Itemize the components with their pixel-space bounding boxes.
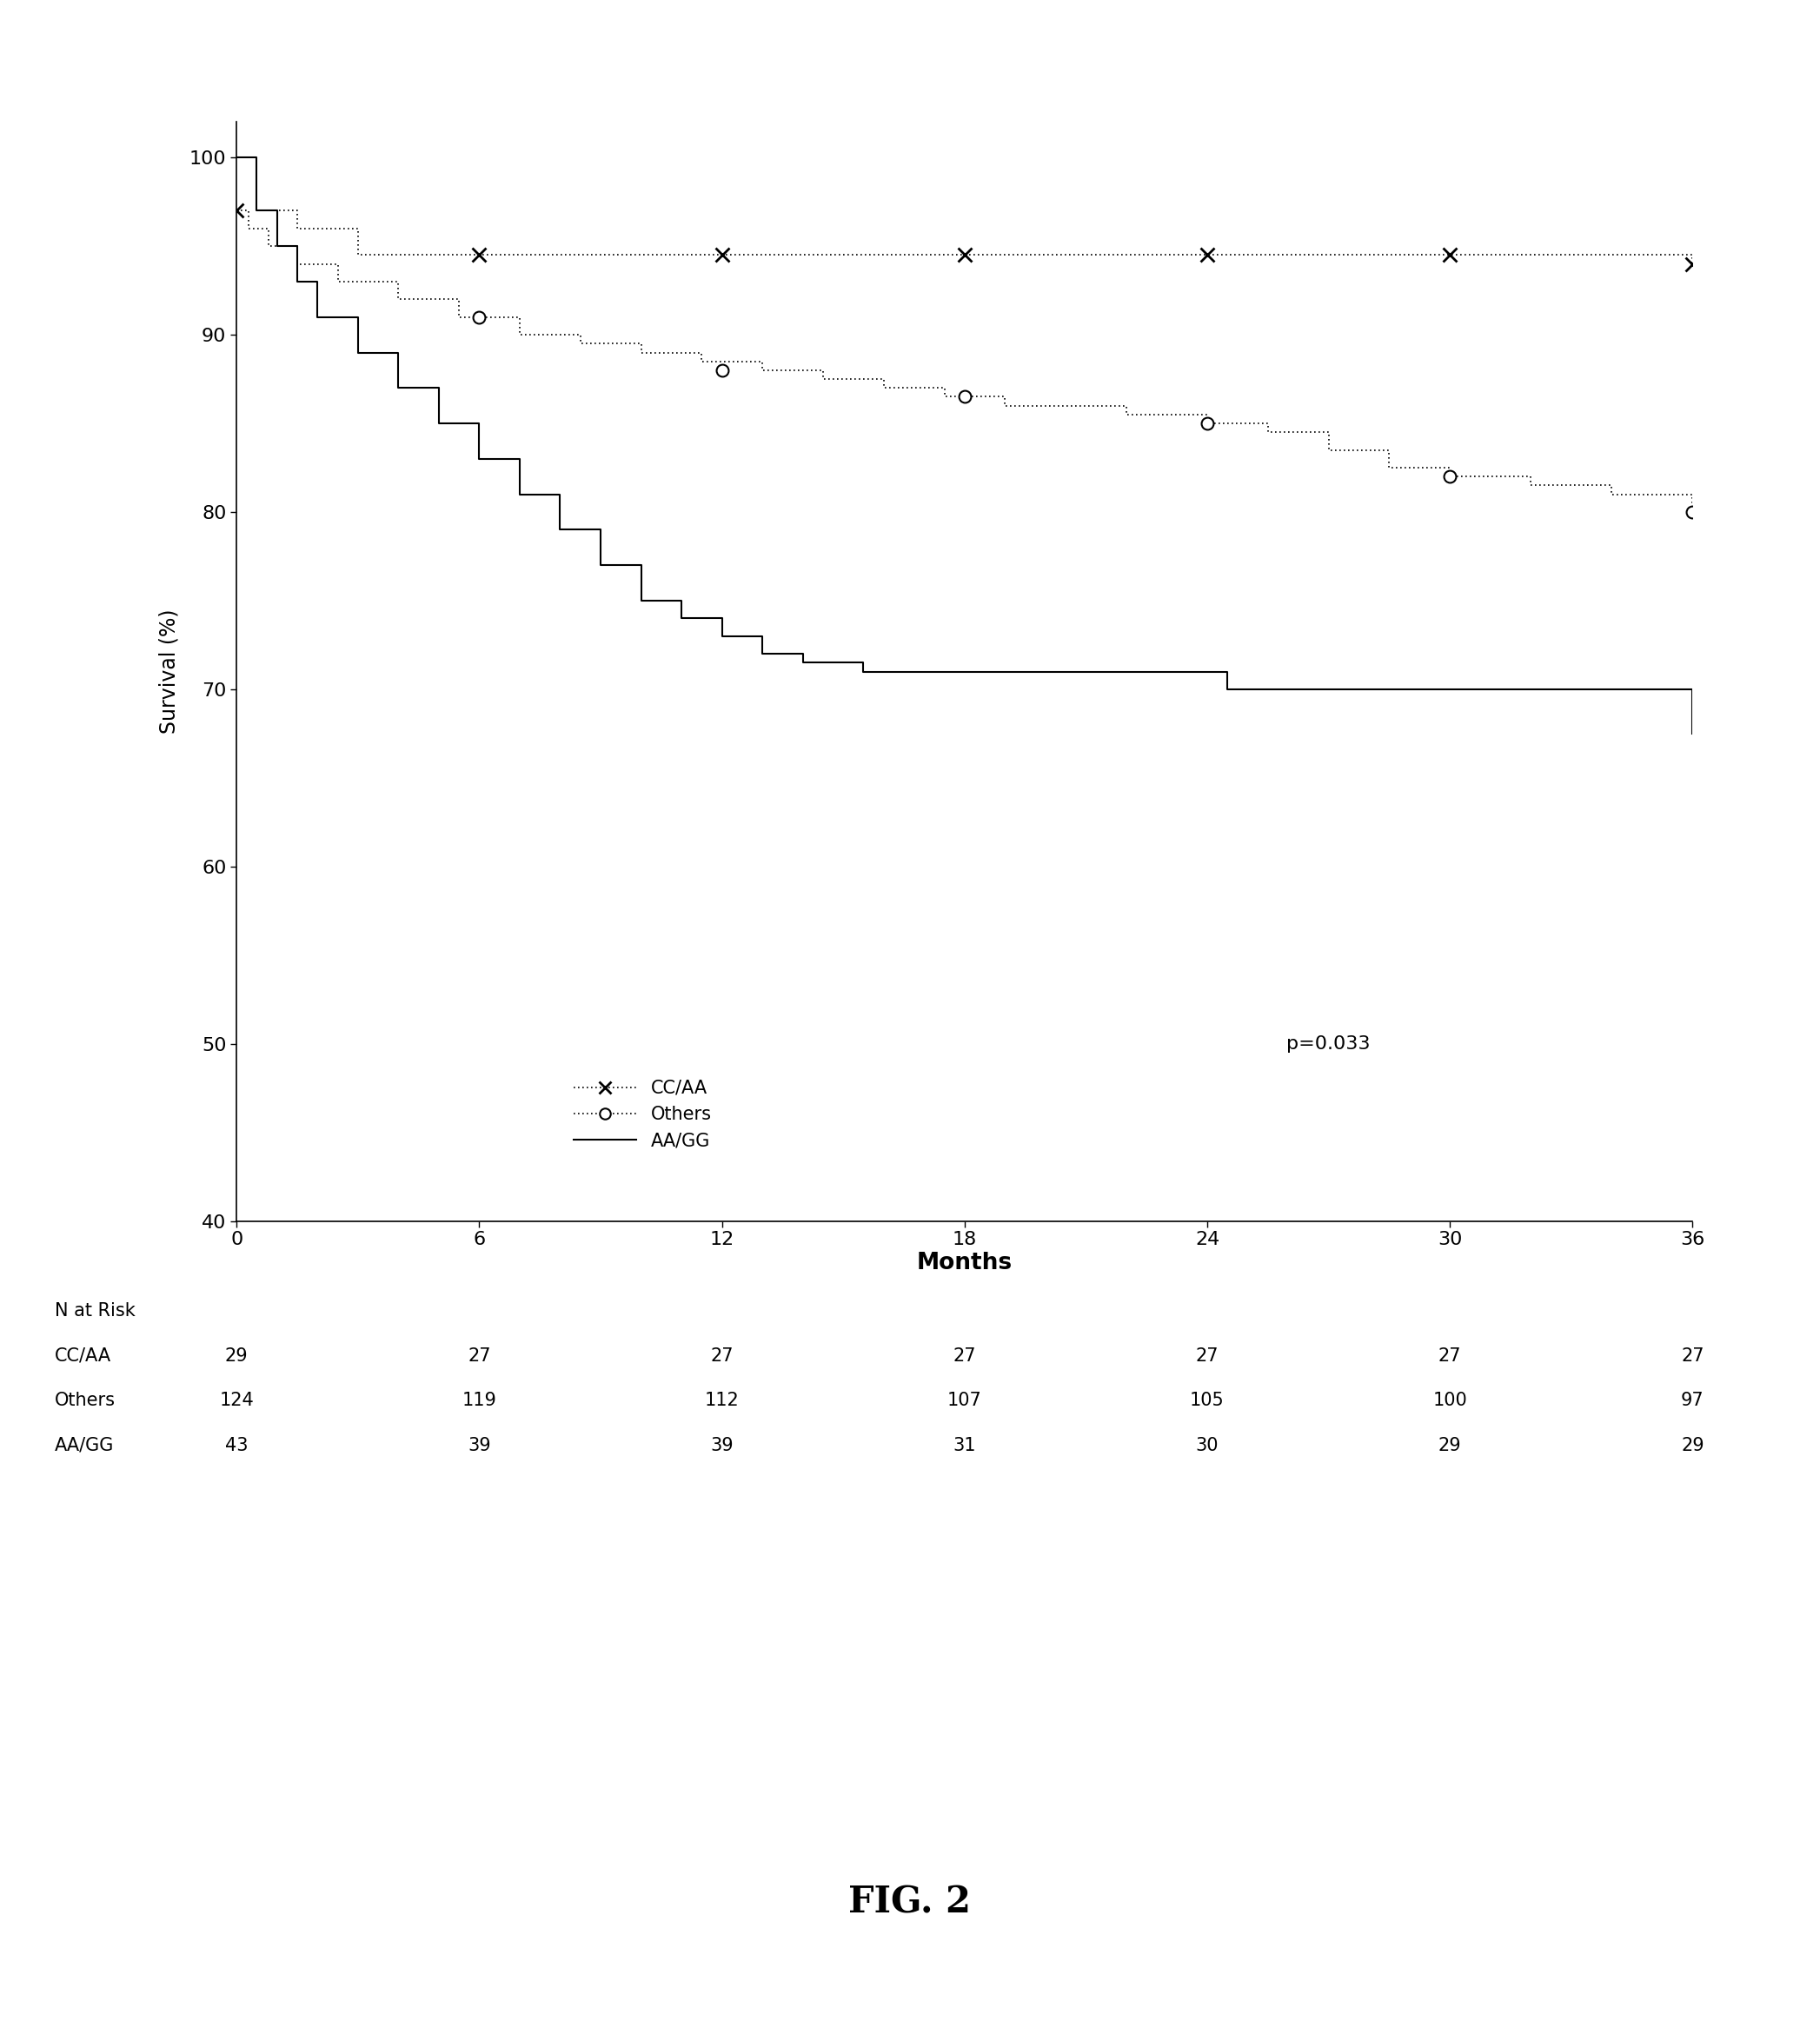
Text: FIG. 2: FIG. 2 <box>848 1884 972 1921</box>
Text: CC/AA: CC/AA <box>55 1347 111 1365</box>
Text: Others: Others <box>55 1392 115 1410</box>
Text: 29: 29 <box>1438 1437 1461 1455</box>
Text: 105: 105 <box>1190 1392 1225 1410</box>
Text: 39: 39 <box>468 1437 491 1455</box>
Text: 29: 29 <box>1682 1437 1704 1455</box>
Text: AA/GG: AA/GG <box>55 1437 115 1455</box>
Text: 107: 107 <box>948 1392 981 1410</box>
Legend: CC/AA, Others, AA/GG: CC/AA, Others, AA/GG <box>566 1072 719 1158</box>
Y-axis label: Survival (%): Survival (%) <box>158 608 180 735</box>
Text: 27: 27 <box>468 1347 491 1365</box>
Text: 112: 112 <box>704 1392 739 1410</box>
Text: 27: 27 <box>1438 1347 1461 1365</box>
Text: 27: 27 <box>1196 1347 1219 1365</box>
Text: 30: 30 <box>1196 1437 1219 1455</box>
Text: 119: 119 <box>462 1392 497 1410</box>
Text: 100: 100 <box>1432 1392 1467 1410</box>
Text: 27: 27 <box>1682 1347 1704 1365</box>
Text: Months: Months <box>917 1252 1012 1274</box>
Text: 31: 31 <box>954 1437 976 1455</box>
Text: 124: 124 <box>220 1392 253 1410</box>
Text: 29: 29 <box>226 1347 248 1365</box>
Text: N at Risk: N at Risk <box>55 1302 135 1321</box>
Text: 43: 43 <box>226 1437 248 1455</box>
Text: 97: 97 <box>1682 1392 1704 1410</box>
Text: 27: 27 <box>954 1347 976 1365</box>
Text: p=0.033: p=0.033 <box>1287 1036 1370 1052</box>
Text: 27: 27 <box>710 1347 733 1365</box>
Text: 39: 39 <box>710 1437 733 1455</box>
